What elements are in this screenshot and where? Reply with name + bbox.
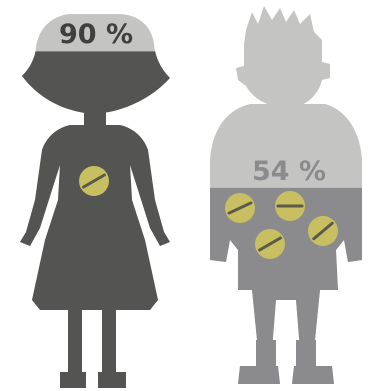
pill-icon bbox=[275, 191, 305, 221]
man-percent-label: 54 % bbox=[252, 156, 326, 187]
pills-group bbox=[79, 166, 338, 259]
pill-icon bbox=[225, 193, 255, 223]
woman-fill-bar bbox=[20, 51, 170, 388]
woman-percent-label: 90 % bbox=[59, 19, 133, 50]
pill-icon bbox=[79, 166, 109, 196]
pill-icon bbox=[255, 229, 285, 259]
pill-icon bbox=[308, 216, 338, 246]
